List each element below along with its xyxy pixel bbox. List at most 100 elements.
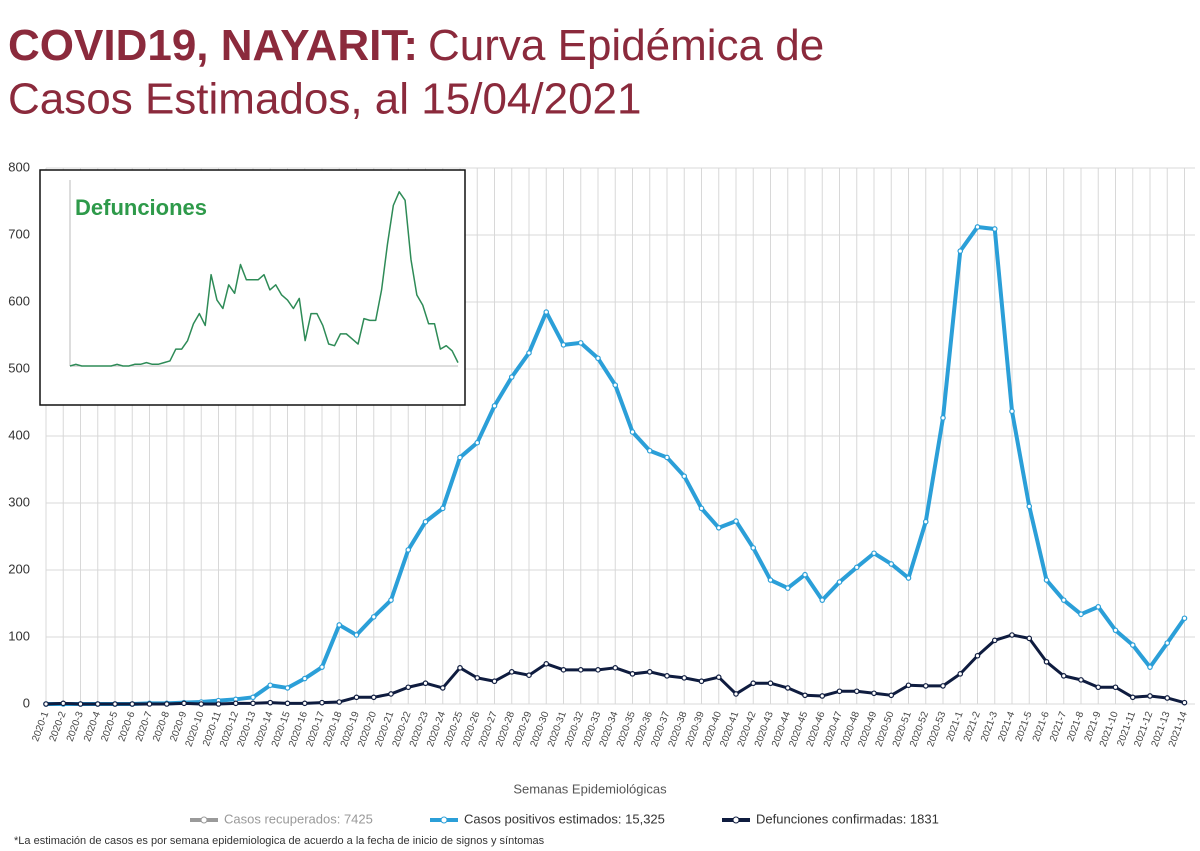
point — [508, 669, 515, 675]
point — [474, 675, 481, 681]
point — [1164, 695, 1171, 701]
y-tick-label: 100 — [8, 628, 30, 643]
point — [1026, 503, 1033, 510]
title: COVID19, NAYARIT: Curva Epidémica de — [8, 21, 824, 70]
point — [991, 226, 998, 232]
y-tick-label: 500 — [8, 360, 30, 375]
point — [319, 699, 325, 706]
point — [1009, 408, 1015, 415]
point — [853, 688, 860, 695]
point — [353, 694, 360, 701]
point — [1112, 684, 1119, 691]
point — [629, 429, 636, 435]
point — [508, 374, 515, 380]
y-tick-label: 700 — [8, 226, 30, 241]
point — [1112, 627, 1119, 634]
point — [543, 309, 550, 315]
point — [388, 691, 394, 697]
point — [974, 652, 981, 659]
point — [370, 694, 377, 701]
point — [301, 700, 308, 707]
point — [163, 701, 170, 707]
title-line: Curva Epidémica de — [428, 21, 824, 70]
point — [560, 342, 567, 348]
legend-swatch — [440, 816, 448, 824]
point — [250, 694, 256, 701]
point — [698, 505, 705, 512]
point — [267, 682, 274, 689]
point — [871, 690, 877, 697]
point — [301, 675, 308, 682]
point — [232, 700, 239, 707]
point — [1043, 658, 1050, 665]
point — [905, 682, 912, 689]
point — [750, 680, 757, 687]
legend-label: Casos recuperados: 7425 — [224, 811, 373, 826]
point — [1129, 694, 1136, 701]
point — [1043, 577, 1050, 583]
point — [767, 577, 774, 583]
point — [664, 454, 670, 461]
point — [1095, 684, 1102, 691]
point — [215, 701, 222, 707]
point — [353, 632, 360, 638]
point — [1181, 615, 1188, 622]
point — [681, 675, 688, 681]
point — [595, 667, 601, 673]
point — [733, 691, 739, 697]
point — [94, 701, 101, 707]
point — [1129, 642, 1136, 648]
point — [1026, 635, 1033, 642]
legend-label: Defunciones confirmadas: 1831 — [756, 811, 939, 826]
point — [1009, 632, 1015, 638]
point — [250, 700, 256, 707]
point — [750, 545, 757, 551]
point — [784, 585, 791, 591]
legend: Casos recuperados: 7425 Casos positivos e… — [190, 811, 939, 826]
y-tick-label: 300 — [8, 494, 30, 509]
point — [319, 664, 325, 670]
point — [819, 597, 826, 603]
point — [836, 688, 843, 695]
point — [940, 415, 946, 421]
point — [43, 701, 49, 707]
point — [905, 575, 912, 581]
point — [715, 674, 722, 681]
series-line — [69, 191, 459, 367]
point — [526, 672, 532, 678]
point — [474, 439, 481, 446]
point — [491, 403, 498, 409]
point — [871, 550, 877, 557]
point — [439, 685, 446, 691]
point — [595, 355, 601, 362]
point — [819, 693, 826, 699]
point — [1095, 604, 1102, 610]
y-tick-label: 400 — [8, 427, 30, 442]
point — [370, 614, 377, 620]
point — [784, 685, 791, 691]
point — [422, 518, 429, 525]
point — [612, 665, 619, 671]
point — [577, 667, 584, 673]
point — [336, 699, 343, 705]
point — [802, 571, 808, 578]
point — [888, 692, 895, 699]
point — [802, 692, 808, 699]
point — [957, 671, 964, 677]
point — [284, 685, 291, 691]
point — [146, 701, 153, 707]
point — [1164, 640, 1171, 646]
point — [577, 340, 584, 346]
point — [560, 667, 567, 673]
point — [681, 473, 688, 480]
point — [922, 518, 929, 525]
inset-title: Defunciones — [75, 195, 207, 220]
title-lead: COVID19, NAYARIT: — [8, 21, 418, 70]
point — [284, 700, 291, 707]
legend-swatch — [732, 816, 740, 824]
title-line: Casos Estimados, al 15/04/2021 — [8, 75, 642, 124]
footnote: *La estimación de casos es por semana ep… — [14, 835, 545, 847]
legend-label: Casos positivos estimados: 15,325 — [464, 811, 665, 826]
y-tick-label: 0 — [23, 695, 30, 710]
